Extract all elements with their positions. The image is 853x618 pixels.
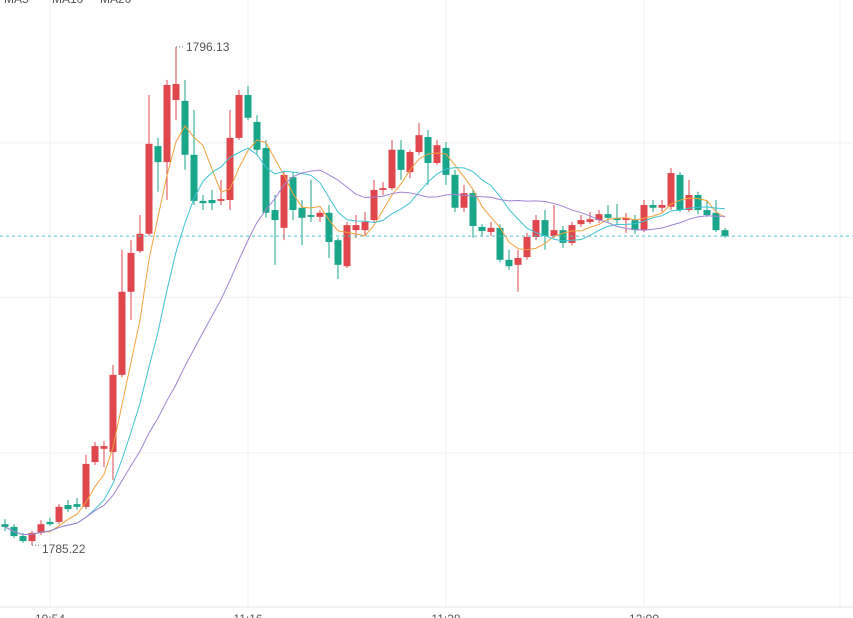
candle-body — [334, 240, 342, 265]
candle-body — [262, 147, 270, 213]
candle-body — [505, 259, 513, 267]
candle-body — [469, 193, 477, 227]
candle-body — [325, 212, 333, 242]
candle-body — [82, 463, 90, 507]
candle-body — [118, 291, 126, 375]
candle-body — [280, 174, 288, 228]
candle-body — [73, 504, 81, 507]
candle-body — [91, 446, 99, 463]
candle-body — [1, 524, 9, 527]
candle-body — [352, 225, 360, 231]
candle-body — [406, 152, 414, 173]
x-tick-label: 11:38 — [431, 612, 460, 618]
candle-body — [631, 220, 639, 231]
low-label: 1785.22 — [42, 542, 86, 556]
candle-body — [100, 446, 108, 449]
candle-body — [316, 212, 324, 217]
candle-body — [298, 207, 306, 218]
candle-body — [253, 121, 261, 150]
candle-body — [235, 94, 243, 138]
candle-body — [640, 205, 648, 231]
x-tick-label: 12:00 — [629, 612, 659, 618]
candle-body — [208, 199, 216, 204]
candle-body — [388, 149, 396, 189]
candle-body — [28, 532, 36, 542]
candle-body — [190, 154, 198, 201]
candle-body — [532, 220, 540, 237]
candle-body — [694, 194, 702, 211]
candle-body — [145, 143, 153, 234]
candle-body — [649, 205, 657, 208]
candle-body — [181, 100, 189, 155]
candle-body — [226, 137, 234, 200]
candle-body — [712, 212, 720, 231]
candle-body — [559, 230, 567, 243]
candle-body — [568, 225, 576, 243]
candle-body — [658, 205, 666, 208]
candle-body — [433, 145, 441, 164]
candle-body — [613, 217, 621, 221]
x-tick-label: 10:54 — [35, 612, 65, 618]
candle-body — [478, 226, 486, 232]
candle-body — [397, 149, 405, 170]
candle-body — [577, 220, 585, 225]
ma-line — [4, 125, 726, 536]
candle-body — [424, 136, 432, 164]
candle-body — [595, 214, 603, 221]
candle-body — [370, 189, 378, 221]
legend-label: MA5 — [4, 0, 29, 6]
ma-line — [4, 169, 725, 536]
candle-body — [136, 233, 144, 252]
candle-body — [343, 225, 351, 267]
candle-body — [217, 199, 225, 201]
candle-body — [244, 94, 252, 118]
ma-line — [4, 147, 726, 536]
candle-body — [154, 146, 162, 163]
high-label: 1796.13 — [186, 40, 230, 54]
candle-body — [442, 147, 450, 175]
candle-body — [721, 230, 729, 237]
candle-body — [37, 524, 45, 533]
legend-label: MA20 — [100, 0, 132, 6]
candle-body — [379, 188, 387, 190]
candle-body — [550, 230, 558, 237]
candle-body — [199, 200, 207, 204]
candle-body — [127, 252, 135, 292]
candle-body — [523, 236, 531, 258]
candle-body — [46, 521, 54, 525]
candle-body — [19, 536, 27, 542]
candle-body — [451, 174, 459, 208]
candle-body — [496, 227, 504, 260]
candle-body — [586, 219, 594, 222]
candle-body — [415, 135, 423, 153]
legend-label: MA10 — [52, 0, 84, 6]
candle-body — [271, 210, 279, 221]
candle-body — [685, 194, 693, 211]
candle-body — [604, 214, 612, 218]
candle-body — [460, 193, 468, 208]
candle-body — [667, 173, 675, 207]
candle-body — [541, 220, 549, 237]
candle-body — [703, 210, 711, 216]
candle-body — [64, 505, 72, 510]
candle-body — [163, 84, 171, 163]
candle-body — [55, 506, 63, 522]
x-tick-label: 11:16 — [233, 612, 262, 618]
candle-body — [172, 84, 180, 100]
candle-body — [622, 217, 630, 221]
candle-body — [109, 374, 117, 453]
candle-body — [514, 257, 522, 265]
candle-body — [361, 221, 369, 231]
candle-body — [307, 215, 315, 217]
candle-body — [487, 227, 495, 232]
candle-body — [676, 174, 684, 211]
